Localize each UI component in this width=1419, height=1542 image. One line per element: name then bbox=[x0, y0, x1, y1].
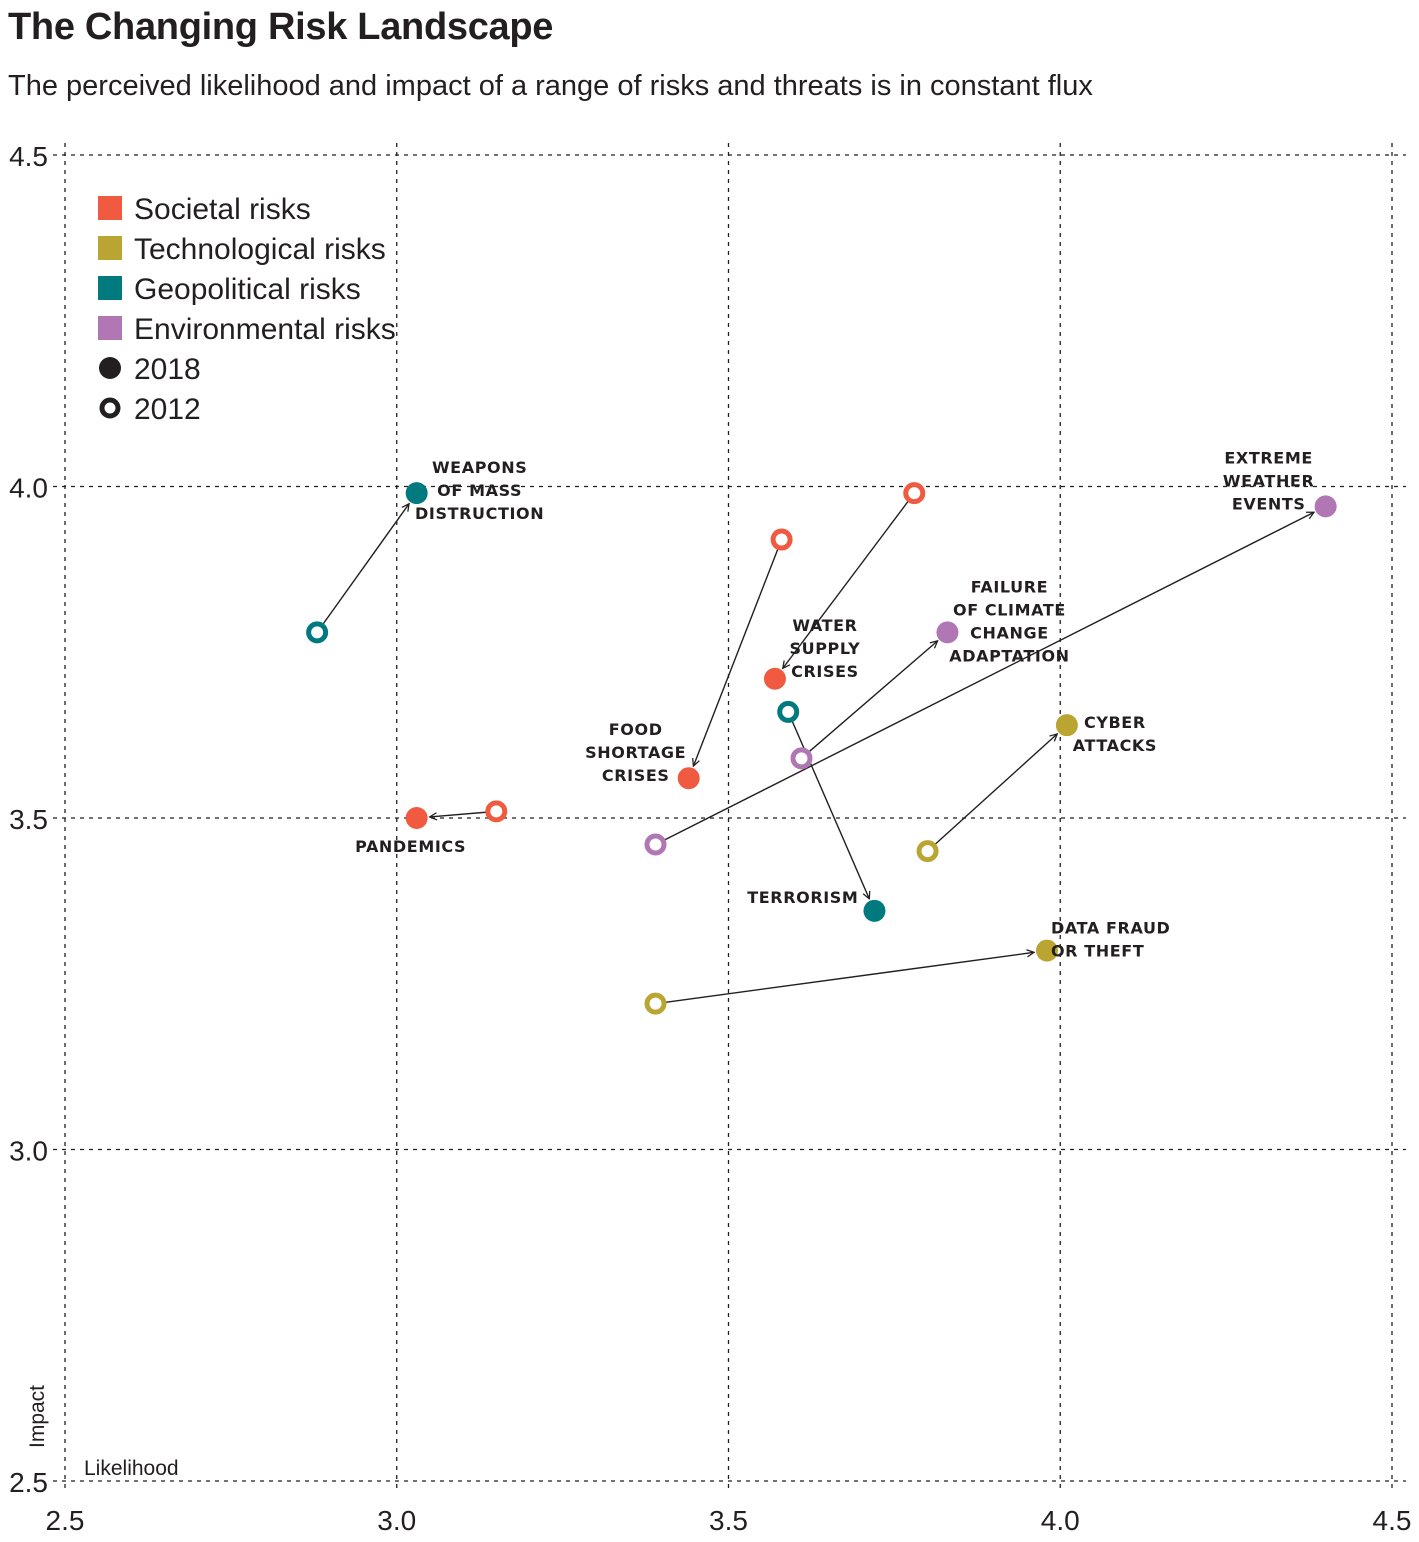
point-label: WATER SUPPLY CRISES bbox=[790, 616, 861, 681]
x-tick-label: 3.5 bbox=[709, 1505, 748, 1536]
change-arrow bbox=[801, 641, 937, 759]
point-label: FAILURE OF CLIMATE CHANGE ADAPTATION bbox=[949, 577, 1069, 665]
point-label-line: FAILURE bbox=[971, 577, 1049, 596]
point-label-line: WEATHER bbox=[1223, 471, 1314, 490]
point-2018 bbox=[1314, 495, 1337, 518]
point-label: CYBER ATTACKS bbox=[1073, 713, 1157, 755]
data-points bbox=[306, 482, 1337, 1015]
change-arrow bbox=[787, 711, 869, 899]
point-2018 bbox=[936, 621, 959, 644]
y-tick-label: 2.5 bbox=[9, 1467, 48, 1498]
point-2012 bbox=[306, 621, 329, 644]
change-arrows bbox=[315, 491, 1315, 1005]
point-label-line: CYBER bbox=[1084, 713, 1146, 732]
point-2018 bbox=[405, 807, 428, 829]
point-label-line: WATER bbox=[792, 616, 857, 635]
x-axis-label: Likelihood bbox=[84, 1457, 179, 1480]
point-2012 bbox=[770, 528, 793, 551]
axis-ticks: 2.5 3.0 3.5 4.0 4.5 2.5 3.0 3.5 4.0 4.5 bbox=[9, 141, 1411, 1536]
point-2012 bbox=[777, 700, 800, 723]
point-label: EXTREME WEATHER EVENTS bbox=[1223, 448, 1314, 513]
legend-label: 2018 bbox=[134, 353, 201, 386]
change-arrow bbox=[316, 504, 409, 633]
point-2018 bbox=[1035, 939, 1058, 962]
x-tick-label: 4.0 bbox=[1041, 1505, 1080, 1536]
change-arrow bbox=[693, 539, 783, 767]
point-label: FOOD SHORTAGE CRISES bbox=[585, 720, 686, 785]
legend-item-technological: Technological risks bbox=[98, 233, 386, 266]
legend-item-2012: 2012 bbox=[99, 393, 201, 426]
point-label-line: FOOD bbox=[609, 720, 663, 739]
x-tick-label: 4.5 bbox=[1373, 1505, 1412, 1536]
legend-item-societal: Societal risks bbox=[98, 193, 311, 226]
chart-subtitle: The perceived likelihood and impact of a… bbox=[8, 70, 1093, 102]
open-circle-icon bbox=[99, 397, 121, 419]
point-label-line: CRISES bbox=[602, 766, 670, 785]
filled-circle-icon bbox=[99, 357, 121, 379]
point-label-line: DATA FRAUD bbox=[1051, 919, 1170, 938]
x-tick-label: 3.0 bbox=[377, 1505, 416, 1536]
point-label-line: OR THEFT bbox=[1051, 942, 1144, 961]
point-label-line: TERRORISM bbox=[747, 888, 858, 907]
point-label-line: OF CLIMATE bbox=[953, 600, 1066, 619]
point-label: DATA FRAUD OR THEFT bbox=[1051, 919, 1170, 961]
point-label-line: ADAPTATION bbox=[949, 646, 1069, 665]
legend-swatch-societal bbox=[98, 196, 122, 220]
y-tick-label: 3.0 bbox=[9, 1136, 48, 1167]
point-label-line: PANDEMICS bbox=[355, 837, 466, 856]
point-label-line: CRISES bbox=[791, 662, 859, 681]
legend-label: Technological risks bbox=[134, 233, 386, 266]
y-axis-label: Impact bbox=[26, 1385, 49, 1448]
legend-swatch-environmental bbox=[98, 316, 122, 340]
y-tick-label: 4.0 bbox=[9, 473, 48, 504]
point-2012 bbox=[485, 800, 508, 823]
legend-label: Societal risks bbox=[134, 193, 311, 226]
y-tick-label: 4.5 bbox=[9, 141, 48, 172]
change-arrow bbox=[783, 492, 915, 668]
point-2012 bbox=[790, 747, 813, 770]
point-2018 bbox=[1055, 714, 1078, 737]
point-2012 bbox=[916, 840, 939, 863]
chart-title: The Changing Risk Landscape bbox=[8, 6, 554, 48]
point-label: WEAPONS OF MASS DISTRUCTION bbox=[415, 458, 544, 523]
legend-swatch-geopolitical bbox=[98, 276, 122, 300]
point-label-line: EVENTS bbox=[1232, 494, 1306, 513]
point-2018 bbox=[405, 482, 428, 505]
point-label-line: OF MASS bbox=[437, 481, 522, 500]
grid-lines bbox=[53, 143, 1406, 1493]
legend-swatch-technological bbox=[98, 236, 122, 260]
point-2018 bbox=[677, 767, 700, 790]
point-labels: WEAPONS OF MASS DISTRUCTION PANDEMICS FOOD SH… bbox=[355, 448, 1314, 960]
point-label-line: SUPPLY bbox=[790, 639, 861, 658]
y-tick-label: 3.5 bbox=[9, 804, 48, 835]
point-label: PANDEMICS bbox=[355, 837, 466, 856]
point-2018 bbox=[763, 667, 786, 690]
legend-label: 2012 bbox=[134, 393, 201, 426]
legend-item-geopolitical: Geopolitical risks bbox=[98, 273, 361, 306]
point-2012 bbox=[644, 833, 667, 856]
legend-item-environmental: Environmental risks bbox=[98, 313, 396, 346]
point-label-line: SHORTAGE bbox=[585, 743, 686, 762]
change-arrow bbox=[655, 952, 1035, 1005]
point-label-line: CHANGE bbox=[970, 623, 1049, 642]
change-arrow bbox=[927, 734, 1058, 852]
change-arrow bbox=[430, 810, 497, 817]
change-arrow bbox=[655, 512, 1315, 846]
legend: Societal risks Technological risks Geopoli… bbox=[98, 193, 396, 426]
x-tick-label: 2.5 bbox=[46, 1505, 85, 1536]
point-2012 bbox=[644, 992, 667, 1015]
point-label-line: EXTREME bbox=[1224, 448, 1312, 467]
point-label-line: ATTACKS bbox=[1073, 736, 1157, 755]
legend-label: Geopolitical risks bbox=[134, 273, 361, 306]
point-2012 bbox=[903, 482, 926, 505]
point-label: TERRORISM bbox=[747, 888, 858, 907]
legend-item-2018: 2018 bbox=[99, 353, 201, 386]
point-2018 bbox=[863, 899, 886, 922]
point-label-line: DISTRUCTION bbox=[415, 504, 544, 523]
point-label-line: WEAPONS bbox=[432, 458, 527, 477]
legend-label: Environmental risks bbox=[134, 313, 396, 346]
